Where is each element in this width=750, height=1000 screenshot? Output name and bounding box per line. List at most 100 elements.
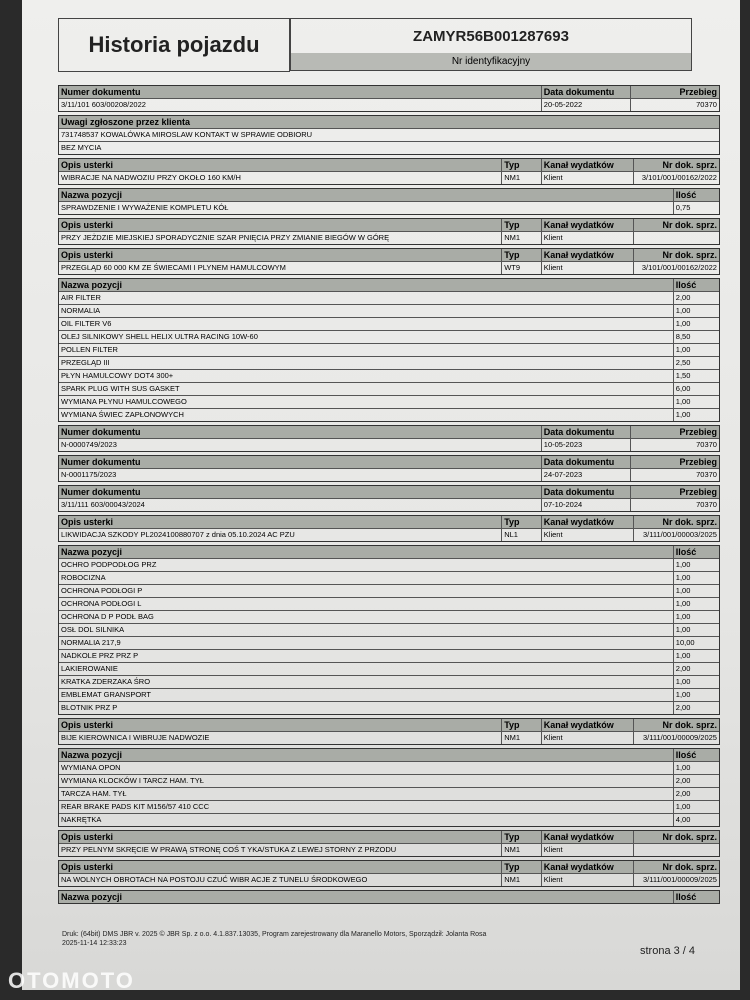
vin-value: ZAMYR56B001287693 xyxy=(290,18,692,54)
item-name: PRZEGLĄD III xyxy=(61,358,110,367)
note-line: 731748537 KOWALÓWKA MIROSLAW KONTAKT W S… xyxy=(61,130,313,139)
item-qty: 1,00 xyxy=(672,396,719,408)
sales-doc-number: 3/101/001/00162/2022 xyxy=(633,172,719,184)
fault-label: Opis usterki xyxy=(61,862,114,872)
item-row: OLEJ SILNIKOWY SHELL HELIX ULTRA RACING … xyxy=(59,330,719,343)
item-row: SPARK PLUG WITH SUS GASKET 6,00 xyxy=(59,382,719,395)
fault-header-row: Opis usterki Typ Kanał wydatków Nr dok. spr… xyxy=(59,516,719,528)
item-qty: 1,00 xyxy=(672,318,719,330)
item-name-label: Nazwa pozycji xyxy=(61,750,123,760)
fault-label: Opis usterki xyxy=(61,832,114,842)
item-qty: 2,00 xyxy=(672,292,719,304)
item-qty: 2,00 xyxy=(672,663,719,675)
doc-date-label: Data dokumentu xyxy=(540,456,630,468)
item-qty: 1,00 xyxy=(672,676,719,688)
item-name-label: Nazwa pozycji xyxy=(61,892,123,902)
item-qty: 1,00 xyxy=(672,305,719,317)
item-name: NORMALIA xyxy=(61,306,101,315)
item-row: ROBOCIZNA 1,00 xyxy=(59,571,719,584)
item-qty: 1,00 xyxy=(672,762,719,774)
fault-row: PRZY JEŻDZIE MIEJSKIEJ SPORADYCZNIE SZAR… xyxy=(59,231,719,244)
item-row: NAKRĘTKA 4,00 xyxy=(59,813,719,826)
vin-label: Nr identyfikacyjny xyxy=(290,53,692,71)
doc-number-label: Numer dokumentu xyxy=(61,457,141,467)
item-row: LAKIEROWANIE 2,00 xyxy=(59,662,719,675)
fault-type: NM1 xyxy=(501,844,541,856)
item-name: OCHRO PODPODŁOG PRZ xyxy=(61,560,157,569)
item-row: WYMIANA ŚWIEC ZAPŁONOWYCH 1,00 xyxy=(59,408,719,421)
item-row: NORMALIA 217,9 10,00 xyxy=(59,636,719,649)
channel-label: Kanał wydatków xyxy=(540,719,633,731)
fault-channel: Klient xyxy=(540,874,633,886)
fault-header-row: Opis usterki Typ Kanał wydatków Nr dok. spr… xyxy=(59,159,719,171)
item-qty: 1,00 xyxy=(672,611,719,623)
item-name: REAR BRAKE PADS KIT M156/57 410 CCC xyxy=(61,802,210,811)
fault-type: NM1 xyxy=(501,874,541,886)
item-row: WYMIANA OPON 1,00 xyxy=(59,761,719,774)
doc-date: 24-07-2023 xyxy=(540,469,630,481)
channel-label: Kanał wydatków xyxy=(540,159,633,171)
item-row: OCHRONA PODŁOGI L 1,00 xyxy=(59,597,719,610)
document-title: Historia pojazdu xyxy=(58,18,290,72)
item-qty: 1,00 xyxy=(672,624,719,636)
item-row: TARCZA HAM. TYŁ 2,00 xyxy=(59,787,719,800)
doc-number: N-0000749/2023 xyxy=(61,440,117,449)
doc-date-label: Data dokumentu xyxy=(540,86,630,98)
fault-channel: Klient xyxy=(540,262,633,274)
item-name-label: Nazwa pozycji xyxy=(61,280,123,290)
doc-section: Numer dokumentu Data dokumentu Przebieg N-0… xyxy=(58,425,720,452)
fault-row: BIJE KIEROWNICA I WIBRUJE NADWOZIE NM1 Kli… xyxy=(59,731,719,744)
fault-description: LIKWIDACJA SZKODY PL2024100880707 z dnia… xyxy=(61,530,295,539)
item-row: EMBLEMAT GRANSPORT 1,00 xyxy=(59,688,719,701)
note-row: 731748537 KOWALÓWKA MIROSLAW KONTAKT W S… xyxy=(59,128,719,141)
doc-number: 3/11/111 603/00043/2024 xyxy=(61,500,145,509)
fault-label: Opis usterki xyxy=(61,250,114,260)
fault-type: NM1 xyxy=(501,732,541,744)
fault-section: Opis usterki Typ Kanał wydatków Nr dok. spr… xyxy=(58,158,720,185)
item-qty: 2,00 xyxy=(672,775,719,787)
channel-label: Kanał wydatków xyxy=(540,831,633,843)
doc-header-row: Numer dokumentu Data dokumentu Przebieg xyxy=(59,426,719,438)
type-label: Typ xyxy=(501,159,541,171)
item-row: OCHRONA D P PODŁ BAG 1,00 xyxy=(59,610,719,623)
items-section: Nazwa pozycji Ilość WYMIANA OPON 1,00 WYMIAN… xyxy=(58,748,720,827)
sales-doc-number xyxy=(633,232,719,244)
items-header-row: Nazwa pozycji Ilość xyxy=(59,189,719,201)
item-name: OCHRONA PODŁOGI L xyxy=(61,599,142,608)
mileage-label: Przebieg xyxy=(629,486,719,498)
doc-number: 3/11/101 603/00208/2022 xyxy=(61,100,146,109)
fault-channel: Klient xyxy=(540,844,633,856)
fault-channel: Klient xyxy=(540,732,633,744)
doc-date: 20-05-2022 xyxy=(540,99,630,111)
doc-header-row: Numer dokumentu Data dokumentu Przebieg xyxy=(59,86,719,98)
fault-label: Opis usterki xyxy=(61,220,114,230)
item-qty: 10,00 xyxy=(672,637,719,649)
item-row: REAR BRAKE PADS KIT M156/57 410 CCC 1,00 xyxy=(59,800,719,813)
fault-section: Opis usterki Typ Kanał wydatków Nr dok. spr… xyxy=(58,718,720,745)
mileage-label: Przebieg xyxy=(629,456,719,468)
item-row: PRZEGLĄD III 2,50 xyxy=(59,356,719,369)
item-qty: 6,00 xyxy=(672,383,719,395)
items-section: Nazwa pozycji Ilość xyxy=(58,890,720,904)
doc-number: N-0001175/2023 xyxy=(61,470,117,479)
item-row: WYMIANA PŁYNU HAMULCOWEGO 1,00 xyxy=(59,395,719,408)
item-qty: 1,50 xyxy=(672,370,719,382)
qty-label: Ilość xyxy=(672,279,719,291)
type-label: Typ xyxy=(501,831,541,843)
sales-doc-label: Nr dok. sprz. xyxy=(633,861,719,873)
fault-header-row: Opis usterki Typ Kanał wydatków Nr dok. spr… xyxy=(59,249,719,261)
sales-doc-label: Nr dok. sprz. xyxy=(633,249,719,261)
mileage: 70370 xyxy=(629,499,719,511)
fault-row: PRZEGLĄD 60 000 KM ZE ŚWIECAMI I PLYNEM … xyxy=(59,261,719,274)
fault-section: Opis usterki Typ Kanał wydatków Nr dok. spr… xyxy=(58,248,720,275)
item-name: ROBOCIZNA xyxy=(61,573,106,582)
sales-doc-label: Nr dok. sprz. xyxy=(633,719,719,731)
type-label: Typ xyxy=(501,219,541,231)
type-label: Typ xyxy=(501,516,541,528)
type-label: Typ xyxy=(501,249,541,261)
fault-label: Opis usterki xyxy=(61,720,114,730)
doc-row: N-0001175/2023 24-07-2023 70370 xyxy=(59,468,719,481)
fault-channel: Klient xyxy=(540,529,633,541)
otomoto-watermark: OTOMOTO xyxy=(8,968,135,993)
page-number: strona 3 / 4 xyxy=(640,945,696,957)
